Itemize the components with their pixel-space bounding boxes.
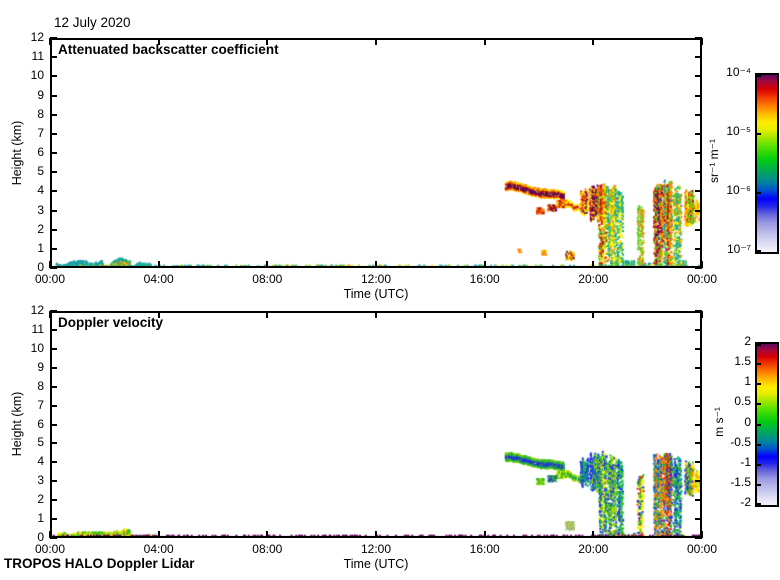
colorbar-tick-label: 2 [744, 334, 751, 348]
colorbar-tick-mark [757, 483, 761, 486]
colorbar-tick-mark [757, 423, 761, 426]
colorbar-tick-label: 10⁻⁶ [726, 183, 751, 197]
velocity-plot-area: Doppler velocity [49, 310, 703, 539]
x-tick-label: 12:00 [360, 272, 392, 286]
x-tick-label: 00:00 [686, 542, 718, 556]
y-tick-label: 0 [37, 260, 44, 274]
backscatter-colorbar-unit: sr⁻¹ m⁻¹ [707, 139, 721, 183]
x-tick-label: 08:00 [252, 542, 283, 556]
velocity-colorbar [755, 342, 779, 507]
y-tick-label: 11 [31, 49, 44, 64]
y-tick-label: 3 [37, 473, 44, 488]
colorbar-tick-mark [757, 344, 761, 346]
backscatter-heatmap-canvas [50, 38, 702, 268]
y-tick-label: 6 [37, 416, 44, 431]
colorbar-tick-mark [757, 363, 761, 366]
colorbar-tick-mark [757, 443, 761, 446]
x-tick-label: 00:00 [34, 542, 66, 556]
y-tick-label: 11 [31, 321, 44, 336]
y-tick-label: 6 [37, 145, 44, 159]
y-tick-label: 4 [37, 183, 44, 198]
colorbar-tick-label: 1 [744, 374, 751, 389]
y-tick-label: 8 [37, 378, 44, 393]
y-tick-label: 1 [37, 511, 44, 526]
colorbar-tick-label: -1.5 [730, 474, 751, 489]
figure-date-title: 12 July 2020 [54, 15, 131, 30]
x-tick-label: 20:00 [578, 542, 609, 556]
x-tick-label: 16:00 [469, 272, 500, 286]
colorbar-tick-label: 0 [744, 414, 751, 429]
x-tick-label: 12:00 [360, 542, 392, 556]
colorbar-tick-label: -0.5 [730, 434, 751, 449]
x-tick-label: 08:00 [252, 272, 283, 286]
colorbar-tick-label: 0.5 [734, 394, 751, 409]
y-tick-label: 12 [30, 30, 44, 44]
colorbar-tick-mark [757, 250, 761, 252]
velocity-x-axis-label: Time (UTC) [343, 557, 409, 571]
x-tick-label: 16:00 [469, 542, 500, 556]
colorbar-tick-mark [757, 463, 761, 466]
x-tick-label: 04:00 [143, 542, 174, 556]
colorbar-tick-label: -2 [740, 495, 751, 509]
colorbar-tick-label: 1.5 [734, 354, 751, 369]
colorbar-tick-mark [757, 133, 761, 135]
y-tick-label: 4 [37, 454, 44, 469]
colorbar-tick-mark [757, 403, 761, 406]
backscatter-colorbar [755, 73, 779, 254]
y-tick-label: 8 [37, 106, 44, 121]
colorbar-tick-mark [757, 503, 761, 505]
y-tick-label: 3 [37, 202, 44, 217]
y-tick-label: 0 [37, 530, 44, 544]
colorbar-tick-label: -1 [740, 454, 751, 469]
y-tick-label: 5 [37, 435, 44, 450]
figure-footer: TROPOS HALO Doppler Lidar [4, 556, 195, 571]
y-tick-label: 2 [37, 492, 44, 507]
y-tick-label: 10 [30, 340, 44, 355]
colorbar-tick-mark [757, 383, 761, 386]
x-tick-label: 00:00 [686, 272, 718, 286]
y-tick-label: 1 [37, 240, 44, 255]
velocity-panel-title: Doppler velocity [58, 315, 164, 330]
y-tick-label: 9 [37, 87, 44, 102]
colorbar-tick-label: 10⁻⁵ [726, 124, 751, 138]
colorbar-tick-label: 10⁻⁴ [726, 65, 751, 79]
velocity-heatmap-canvas [50, 311, 702, 538]
y-tick-label: 7 [37, 125, 44, 140]
backscatter-panel-title: Attenuated backscatter coefficient [58, 42, 279, 57]
y-tick-label: 5 [37, 164, 44, 179]
colorbar-tick-mark [757, 75, 761, 77]
y-tick-label: 2 [37, 221, 44, 236]
y-tick-label: 10 [30, 68, 44, 83]
y-tick-label: 7 [37, 397, 44, 412]
backscatter-plot-area: Attenuated backscatter coefficient [49, 37, 703, 269]
y-tick-label: 12 [30, 303, 44, 317]
colorbar-tick-label: 10⁻⁷ [726, 242, 751, 256]
x-tick-label: 04:00 [143, 272, 174, 286]
y-tick-label: 9 [37, 359, 44, 374]
backscatter-x-axis-label: Time (UTC) [343, 287, 409, 301]
x-tick-label: 20:00 [578, 272, 609, 286]
colorbar-tick-mark [757, 192, 761, 194]
x-tick-label: 00:00 [34, 272, 66, 286]
